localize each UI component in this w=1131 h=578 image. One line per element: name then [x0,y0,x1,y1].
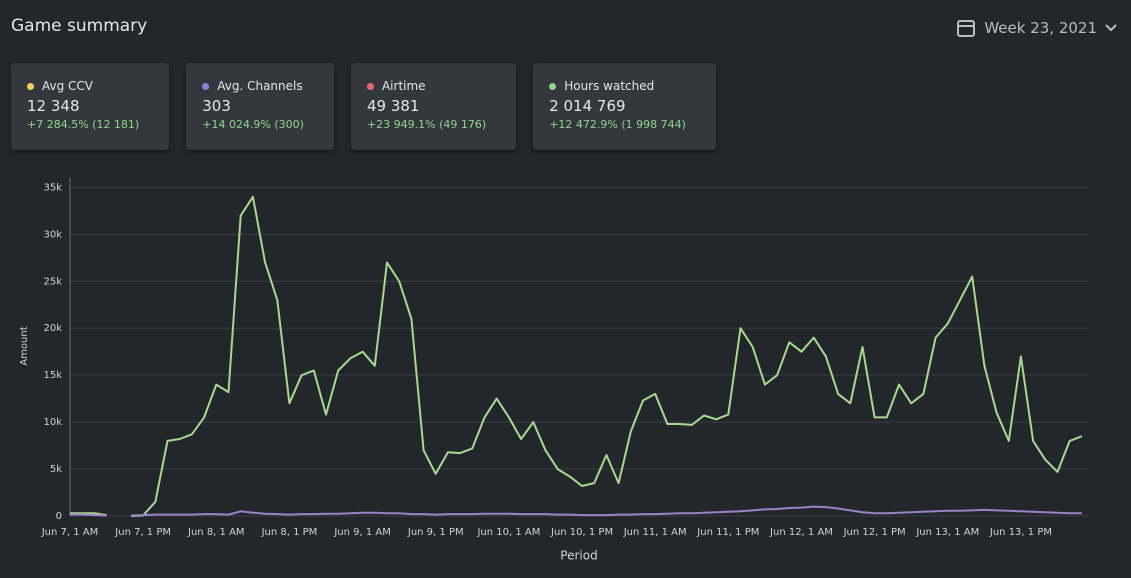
series-line [130,505,1082,517]
x-tick-label: Jun 8, 1 PM [261,527,318,538]
series-line [130,195,1083,517]
x-tick-label: Jun 7, 1 AM [41,527,99,538]
x-tick-label: Jun 10, 1 PM [550,527,613,538]
kpi-value: 303 [202,97,231,115]
kpi-value: 2 014 769 [549,97,626,115]
x-tick-label: Jun 9, 1 AM [333,527,391,538]
series-line [70,512,107,517]
y-tick-label: 35k [43,182,62,193]
week-selector[interactable]: Week 23, 2021 [956,18,1117,38]
legend-dot [549,82,557,90]
y-tick-label: 0 [56,511,62,522]
y-tick-label: 10k [43,417,62,428]
kpi-label-row: Avg CCV [27,79,139,93]
kpi-label-row: Hours watched [549,79,686,93]
y-tick-label: 30k [43,229,62,240]
kpi-card: Hours watched 2 014 769 +12 472.9% (1 998 … [533,63,716,150]
x-tick-label: Jun 11, 1 AM [623,527,687,538]
x-tick-label: Jun 9, 1 PM [407,527,464,538]
kpi-change: +12 472.9% (1 998 744) [549,118,686,131]
y-tick-label: 15k [43,370,62,381]
x-tick-label: Jun 12, 1 AM [769,527,833,538]
kpi-change: +7 284.5% (12 181) [27,118,140,131]
x-tick-label: Jun 12, 1 PM [843,527,906,538]
y-tick-label: 20k [43,323,62,334]
kpi-value: 12 348 [27,97,80,115]
series-line [70,513,107,517]
kpi-label: Airtime [381,79,426,93]
x-tick-label: Jun 13, 1 PM [989,527,1052,538]
calendar-icon [957,20,976,37]
kpi-change: +23 949.1% (49 176) [366,118,487,131]
legend-dot [27,82,34,90]
y-tick-label: 25k [43,276,62,287]
legend-dot [366,82,374,90]
x-tick-label: Jun 10, 1 AM [476,527,540,538]
week-label: Week 23, 2021 [984,19,1097,37]
chart: Amount Period 0 5k 10k 15k 20k 25k 30k 35k Jun 7… [19,178,1088,563]
y-tick-label: 5k [50,464,62,475]
page-title: Game summary [11,16,148,36]
chevron [1105,24,1117,32]
kpi-label: Hours watched [564,79,655,93]
kpi-label: Avg. Channels [217,79,303,93]
kpi-change: +14 024.9% (300) [202,118,304,131]
kpi-card: Avg. Channels 303 +14 024.9% (300) [186,63,334,150]
x-tick-label: Jun 7, 1 PM [114,527,171,538]
kpi-label: Avg CCV [42,79,94,93]
x-tick-label: Jun 11, 1 PM [696,527,759,538]
x-tick-label: Jun 13, 1 AM [915,527,979,538]
kpi-card: Avg CCV 12 348 +7 284.5% (12 181) [11,63,170,150]
kpi-label-row: Avg. Channels [202,79,304,93]
kpi-value: 49 381 [366,97,420,115]
legend-dot [202,82,210,90]
kpi-card: Airtime 49 381 +23 949.1% (49 176) [350,63,517,150]
y-axis-label: Amount [19,326,30,365]
x-tick-label: Jun 8, 1 AM [187,527,245,538]
x-axis-label: Period [560,549,597,563]
kpi-cards: Avg CCV 12 348 +7 284.5% (12 181) Avg. Chan… [11,63,716,150]
kpi-label-row: Airtime [366,79,486,93]
